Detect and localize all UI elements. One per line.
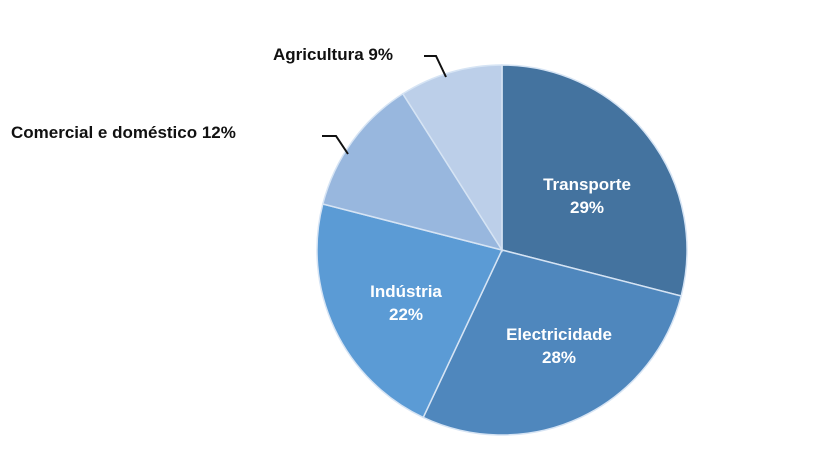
label-industria-name: Indústria xyxy=(370,282,442,301)
label-electricidade-name: Electricidade xyxy=(506,325,612,344)
leader-line-comercial-domestico xyxy=(322,135,349,155)
pie-slice-agricultura xyxy=(401,64,503,253)
leader-line-agricultura xyxy=(424,55,447,78)
label-electricidade-pct: 28% xyxy=(542,348,576,367)
label-transporte-pct: 29% xyxy=(570,198,604,217)
leader-lines xyxy=(322,55,447,155)
label-comercial-domestico: Comercial e doméstico 12% xyxy=(11,123,236,142)
pie-slices xyxy=(316,64,688,436)
pie-slice-transporte xyxy=(501,64,688,297)
label-industria-pct: 22% xyxy=(389,305,423,324)
pie-slice-ind-stria xyxy=(316,203,504,419)
label-agricultura: Agricultura 9% xyxy=(273,45,393,64)
label-transporte-name: Transporte xyxy=(543,175,631,194)
pie-slice-electricidade xyxy=(422,249,683,436)
pie-slice-comercial-e-dom-stico xyxy=(321,92,504,252)
